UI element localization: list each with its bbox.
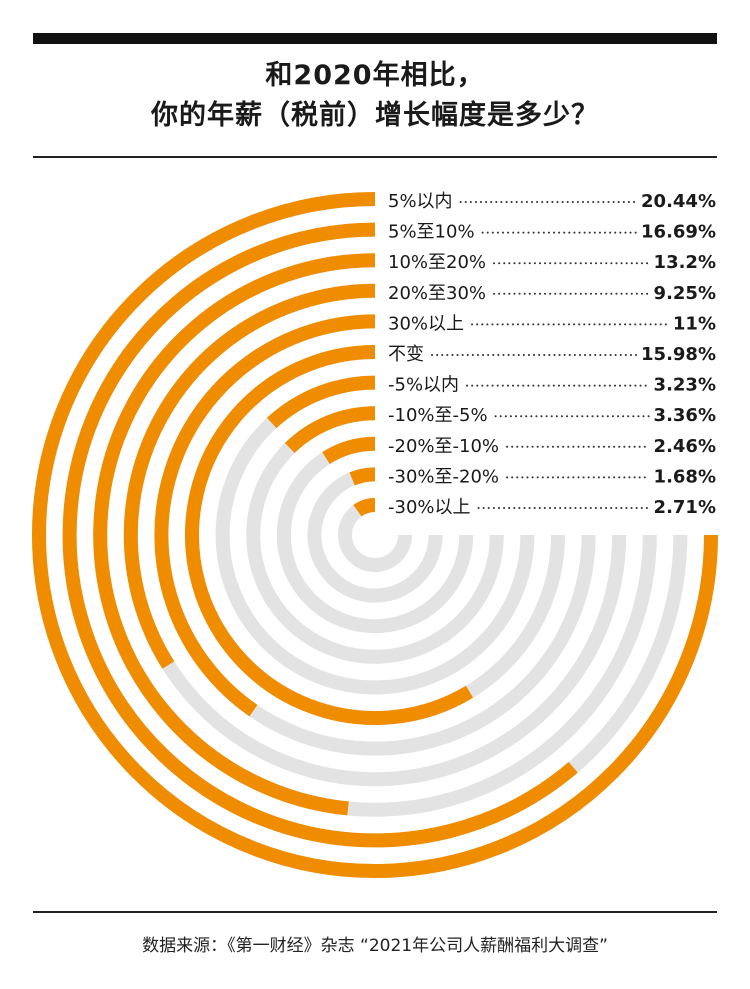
value-label-6: 3.23% xyxy=(654,375,716,396)
title-line-2: 你的年薪（税前）增长幅度是多少？ xyxy=(151,100,599,131)
category-label-9: -30%至-20% xyxy=(388,466,499,487)
category-label-6: -5%以内 xyxy=(388,375,459,396)
ring-track-9 xyxy=(307,467,443,603)
value-label-4: 11% xyxy=(673,313,716,334)
category-label-2: 10%至20% xyxy=(388,252,486,273)
title-divider xyxy=(33,156,717,158)
category-label-10: -30%以上 xyxy=(388,497,471,518)
category-label-5: 不变 xyxy=(388,344,424,365)
ring-track-8 xyxy=(276,436,474,634)
ring-bar-5 xyxy=(185,345,474,725)
category-label-3: 20%至30% xyxy=(388,283,486,304)
category-label-4: 30%以上 xyxy=(388,313,464,334)
ring-track-10 xyxy=(338,498,412,572)
ring-bar-3 xyxy=(123,283,376,669)
title-line-1: 和2020年相比， xyxy=(265,60,485,91)
ring-bar-6 xyxy=(266,375,376,429)
ring-bar-0 xyxy=(32,192,718,878)
value-label-3: 9.25% xyxy=(654,283,716,304)
value-label-5: 15.98% xyxy=(641,344,716,365)
ring-track-6 xyxy=(215,375,535,695)
ring-bar-4 xyxy=(154,314,376,717)
category-label-8: -20%至-10% xyxy=(388,436,499,457)
chart-title: 和2020年相比， 你的年薪（税前）增长幅度是多少？ xyxy=(0,56,750,136)
value-label-1: 16.69% xyxy=(641,222,716,243)
value-label-2: 13.2% xyxy=(654,252,716,273)
ring-bar-2 xyxy=(93,253,376,816)
footer-divider xyxy=(33,911,717,913)
value-label-7: 3.36% xyxy=(654,405,716,426)
value-label-8: 2.46% xyxy=(654,436,716,457)
ring-bar-8 xyxy=(322,436,376,465)
category-label-1: 5%至10% xyxy=(388,222,475,243)
data-source: 数据来源：《第一财经》杂志 “2021年公司人薪酬福利大调查” xyxy=(142,936,608,956)
value-label-10: 2.71% xyxy=(654,497,716,518)
ring-bar-10 xyxy=(353,498,376,517)
top-bar xyxy=(33,33,717,44)
ring-bar-7 xyxy=(284,406,376,454)
category-label-7: -10%至-5% xyxy=(388,405,488,426)
value-label-9: 1.68% xyxy=(654,466,716,487)
ring-bar-9 xyxy=(349,467,376,486)
category-label-0: 5%以内 xyxy=(388,191,453,212)
value-label-0: 20.44% xyxy=(641,191,716,212)
ring-bar-1 xyxy=(62,222,578,848)
